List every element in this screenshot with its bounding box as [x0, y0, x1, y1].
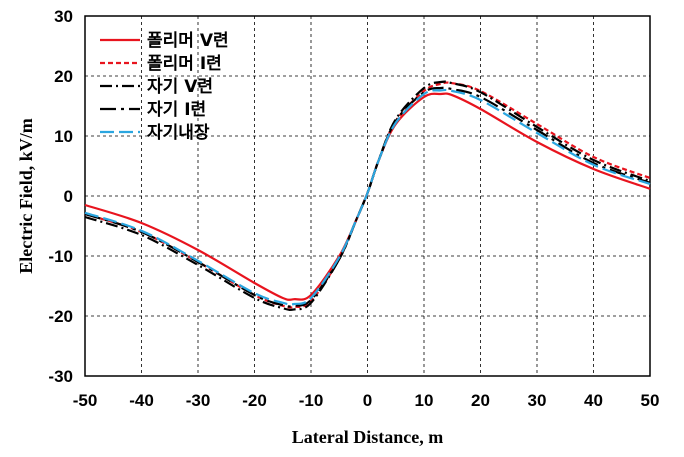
y-tick-label: 30: [54, 7, 73, 26]
x-tick-labels: -50 -40 -30 -20 -10 0 10 20 30 40 50: [73, 391, 660, 410]
y-axis-title: Electric Field, kV/m: [16, 118, 36, 273]
y-tick-labels: -30 -20 -10 0 10 20 30: [48, 7, 73, 386]
x-tick-label: -20: [242, 391, 267, 410]
series-line-3: [84, 80, 651, 312]
x-tick-label: -40: [129, 391, 154, 410]
y-tick-label: 10: [54, 127, 73, 146]
series-lines: [84, 80, 651, 312]
y-tick-label: -30: [48, 367, 73, 386]
x-tick-label: 0: [363, 391, 372, 410]
y-tick-label: -20: [48, 307, 73, 326]
series-line-5: [84, 88, 651, 306]
y-tick-label: -10: [48, 247, 73, 266]
x-tick-label: -30: [186, 391, 211, 410]
legend-label-5: 자기내장: [147, 123, 210, 143]
legend-label-4: 자기 I련: [147, 100, 206, 120]
x-tick-label: 20: [471, 391, 490, 410]
legend-label-2: 폴리머 I련: [147, 54, 222, 74]
x-tick-label: 10: [415, 391, 434, 410]
x-tick-label: 40: [584, 391, 603, 410]
x-tick-label: 30: [528, 391, 547, 410]
x-tick-label: -10: [299, 391, 324, 410]
legend-label-3: 자기 V련: [147, 77, 213, 97]
legend-label-1: 폴리머 V련: [147, 31, 229, 51]
y-tick-label: 20: [54, 67, 73, 86]
plot-area-frame: [84, 15, 651, 377]
x-axis-title: Lateral Distance, m: [292, 427, 443, 447]
x-tick-label: 50: [641, 391, 660, 410]
x-tick-label: -50: [73, 391, 98, 410]
y-tick-label: 0: [64, 187, 73, 206]
